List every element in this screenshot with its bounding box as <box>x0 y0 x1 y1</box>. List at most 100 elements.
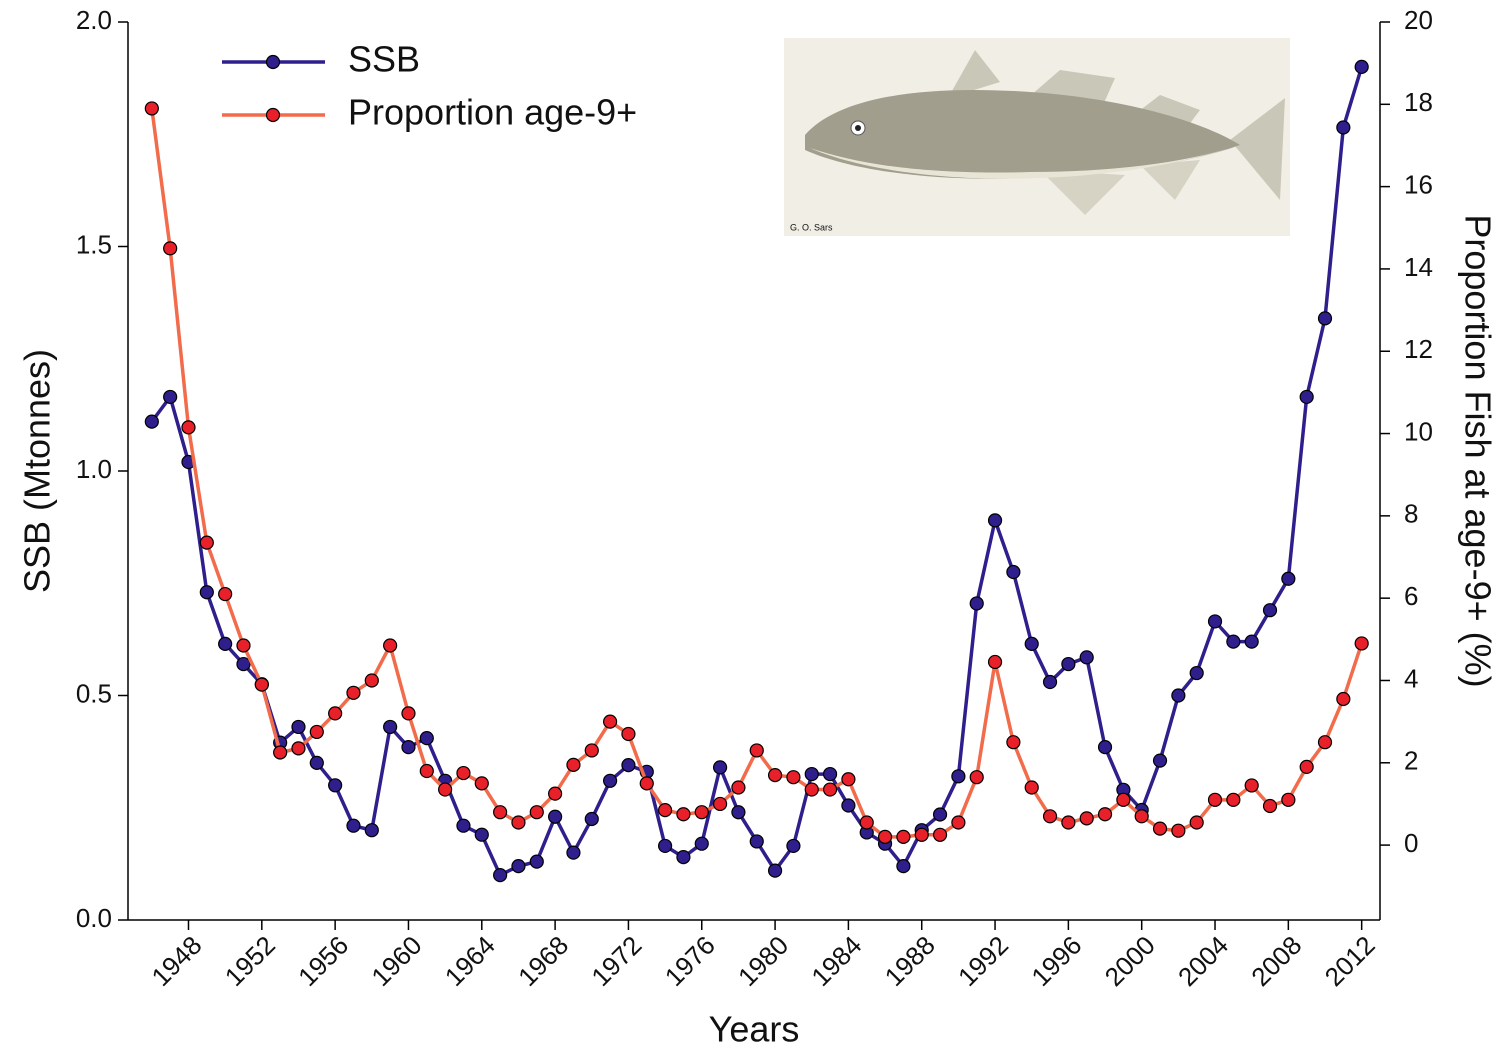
data-point <box>1134 809 1149 824</box>
x-tick-label: 2008 <box>1245 930 1307 992</box>
x-tick-label: 2000 <box>1099 930 1161 992</box>
data-point <box>346 685 361 700</box>
x-tick-label: 1960 <box>365 930 427 992</box>
data-point <box>749 743 764 758</box>
data-point <box>419 731 434 746</box>
data-point <box>584 743 599 758</box>
data-point <box>383 638 398 653</box>
data-point <box>364 823 379 838</box>
data-point <box>218 636 233 651</box>
data-point <box>199 535 214 550</box>
data-point <box>1171 823 1186 838</box>
data-point <box>987 654 1003 670</box>
data-point <box>1262 798 1278 814</box>
data-point <box>328 778 343 793</box>
fish-body <box>805 89 1240 179</box>
data-point <box>676 807 691 822</box>
data-point <box>493 867 508 883</box>
y2-tick-label: 12 <box>1404 334 1433 364</box>
x-tick-label: 1956 <box>292 930 354 992</box>
x-tick-label: 1972 <box>585 930 647 992</box>
x-tick-label: 1968 <box>512 930 574 992</box>
data-point <box>731 805 746 820</box>
data-point <box>1299 759 1314 775</box>
data-point <box>181 420 196 435</box>
data-point <box>1171 688 1186 703</box>
data-point <box>1226 792 1241 807</box>
data-point <box>566 845 581 860</box>
y2-tick-label: 16 <box>1404 169 1433 199</box>
y2-tick-label: 0 <box>1404 828 1418 858</box>
data-point <box>694 805 709 820</box>
data-point <box>1152 753 1168 768</box>
image-credit: G. O. Sars <box>790 222 833 232</box>
data-point <box>584 811 599 827</box>
y-tick-label: 0.5 <box>76 678 112 708</box>
data-point <box>676 850 691 865</box>
fish-belly <box>810 145 1240 179</box>
y2-tick-label: 4 <box>1404 663 1418 693</box>
x-tick-label: 1988 <box>879 930 941 992</box>
data-point <box>236 656 251 672</box>
data-point <box>822 766 838 782</box>
data-point <box>309 755 324 770</box>
data-point <box>419 763 434 779</box>
data-point <box>401 740 416 755</box>
x-tick-label: 1992 <box>952 930 1014 992</box>
data-point <box>529 854 544 869</box>
x-tick-label: 1964 <box>439 930 501 992</box>
x-tick-label: 1980 <box>732 930 794 992</box>
data-point <box>163 241 178 256</box>
y2-tick-label: 6 <box>1404 581 1418 611</box>
data-point <box>749 834 764 849</box>
data-point <box>1079 811 1094 826</box>
y-tick-label: 2.0 <box>76 5 112 35</box>
y-tick-label: 1.5 <box>76 229 112 259</box>
fish-illustration: G. O. Sars <box>784 38 1290 236</box>
data-point <box>1079 650 1094 665</box>
data-point <box>1354 636 1369 651</box>
data-point <box>767 768 783 783</box>
fish-pupil <box>855 125 861 131</box>
data-point <box>511 815 526 830</box>
data-point <box>804 782 819 797</box>
data-point <box>1281 792 1296 807</box>
data-point <box>474 776 489 791</box>
data-point <box>804 766 819 782</box>
data-point <box>1354 59 1369 75</box>
data-point <box>1336 120 1351 135</box>
data-point <box>932 827 948 842</box>
data-point <box>969 770 984 785</box>
data-point <box>291 741 306 756</box>
data-point <box>1042 674 1058 690</box>
data-point <box>767 863 783 878</box>
data-point <box>254 677 269 692</box>
legend-label: SSB <box>348 39 420 80</box>
x-tick-label: 1984 <box>805 930 867 992</box>
data-point <box>548 809 563 824</box>
data-point <box>603 714 618 729</box>
x-axis-label: Years <box>709 1009 800 1050</box>
data-point <box>786 770 801 785</box>
data-point <box>657 803 673 818</box>
data-point <box>291 719 306 735</box>
data-point <box>529 805 544 820</box>
y2-tick-label: 8 <box>1404 499 1418 529</box>
data-point <box>1024 780 1039 795</box>
data-point <box>309 724 324 740</box>
data-point <box>603 773 618 788</box>
legend-marker <box>265 54 281 70</box>
data-point <box>1061 656 1076 672</box>
y-tick-label: 1.0 <box>76 454 112 484</box>
data-point <box>1317 311 1333 326</box>
data-point <box>1116 792 1131 807</box>
data-point <box>841 772 856 787</box>
tail <box>1230 98 1285 200</box>
data-point <box>548 786 563 801</box>
data-point <box>712 796 728 812</box>
data-point <box>1244 634 1259 649</box>
data-point <box>456 818 471 833</box>
data-point <box>474 827 489 842</box>
x-tick-label: 1948 <box>145 930 207 992</box>
y2-tick-label: 10 <box>1404 416 1433 446</box>
